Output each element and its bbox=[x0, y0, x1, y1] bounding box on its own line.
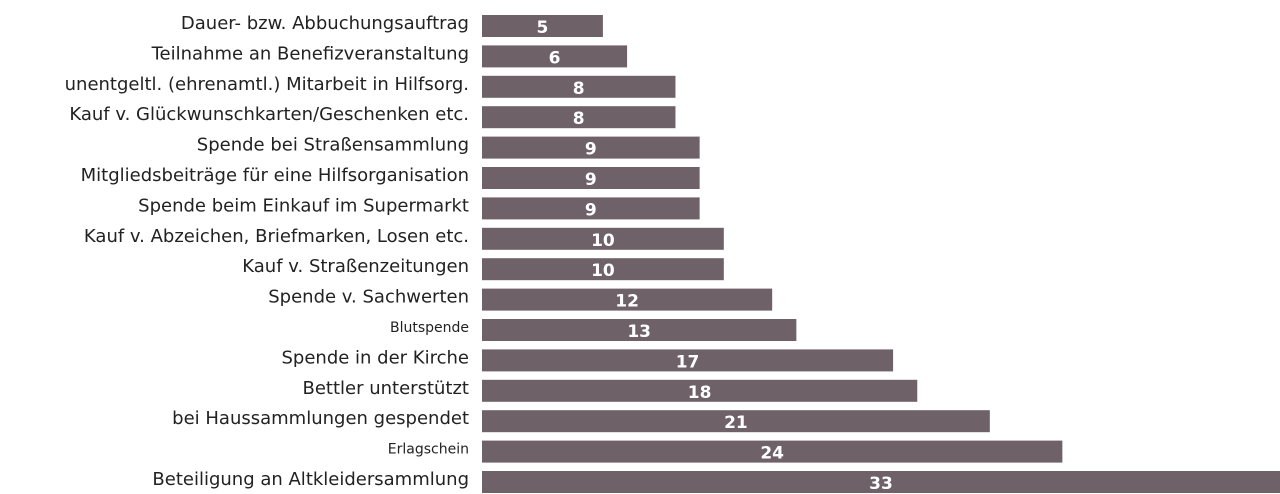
value-label: 5 bbox=[537, 18, 549, 38]
value-label: 6 bbox=[549, 48, 561, 68]
bar bbox=[482, 227, 724, 250]
value-label: 21 bbox=[724, 413, 748, 433]
category-label: Mitgliedsbeiträge für eine Hilfsorganisa… bbox=[81, 165, 469, 186]
category-label: Kauf v. Straßenzeitungen bbox=[242, 256, 469, 277]
value-label: 10 bbox=[591, 231, 615, 251]
bar bbox=[482, 136, 700, 159]
value-label: 9 bbox=[585, 200, 597, 220]
value-label: 17 bbox=[676, 352, 700, 372]
bar bbox=[482, 45, 628, 68]
category-label: Kauf v. Glückwunschkarten/Geschenken etc… bbox=[69, 104, 469, 125]
category-label: Spende in der Kirche bbox=[282, 347, 470, 368]
bar bbox=[482, 410, 990, 433]
value-label: 13 bbox=[627, 322, 651, 342]
category-label: Beteiligung an Altkleidersammlung bbox=[152, 469, 469, 490]
bar bbox=[482, 379, 918, 402]
value-label: 9 bbox=[585, 140, 597, 160]
category-label: Blutspende bbox=[390, 320, 469, 336]
bar bbox=[482, 288, 773, 311]
category-label: Spende bei Straßensammlung bbox=[197, 135, 469, 156]
value-label: 10 bbox=[591, 261, 615, 281]
value-label: 24 bbox=[760, 444, 784, 464]
value-label: 9 bbox=[585, 170, 597, 190]
category-label: Kauf v. Abzeichen, Briefmarken, Losen et… bbox=[84, 226, 469, 247]
value-label: 18 bbox=[688, 383, 712, 403]
bar bbox=[482, 440, 1063, 463]
bar bbox=[482, 471, 1280, 493]
bar bbox=[482, 258, 724, 281]
category-label: bei Haussammlungen gespendet bbox=[172, 408, 469, 429]
category-label: Spende beim Einkauf im Supermarkt bbox=[138, 195, 469, 216]
bar bbox=[482, 319, 797, 341]
bar bbox=[482, 15, 603, 37]
value-label: 33 bbox=[869, 474, 893, 494]
bar bbox=[482, 349, 894, 372]
value-label: 8 bbox=[573, 79, 585, 99]
bar bbox=[482, 167, 700, 189]
value-label: 8 bbox=[573, 109, 585, 129]
bar bbox=[482, 75, 676, 98]
value-label: 12 bbox=[615, 292, 639, 312]
category-label: Dauer- bzw. Abbuchungsauftrag bbox=[181, 13, 469, 34]
category-label: Bettler unterstützt bbox=[303, 378, 470, 399]
bar bbox=[482, 106, 676, 129]
category-label: Erlagschein bbox=[388, 442, 469, 458]
bar bbox=[482, 197, 700, 220]
category-label: unentgeltl. (ehrenamtl.) Mitarbeit in Hi… bbox=[65, 74, 469, 95]
category-label: Spende v. Sachwerten bbox=[268, 287, 469, 308]
category-label: Teilnahme an Benefizveranstaltung bbox=[151, 43, 469, 64]
